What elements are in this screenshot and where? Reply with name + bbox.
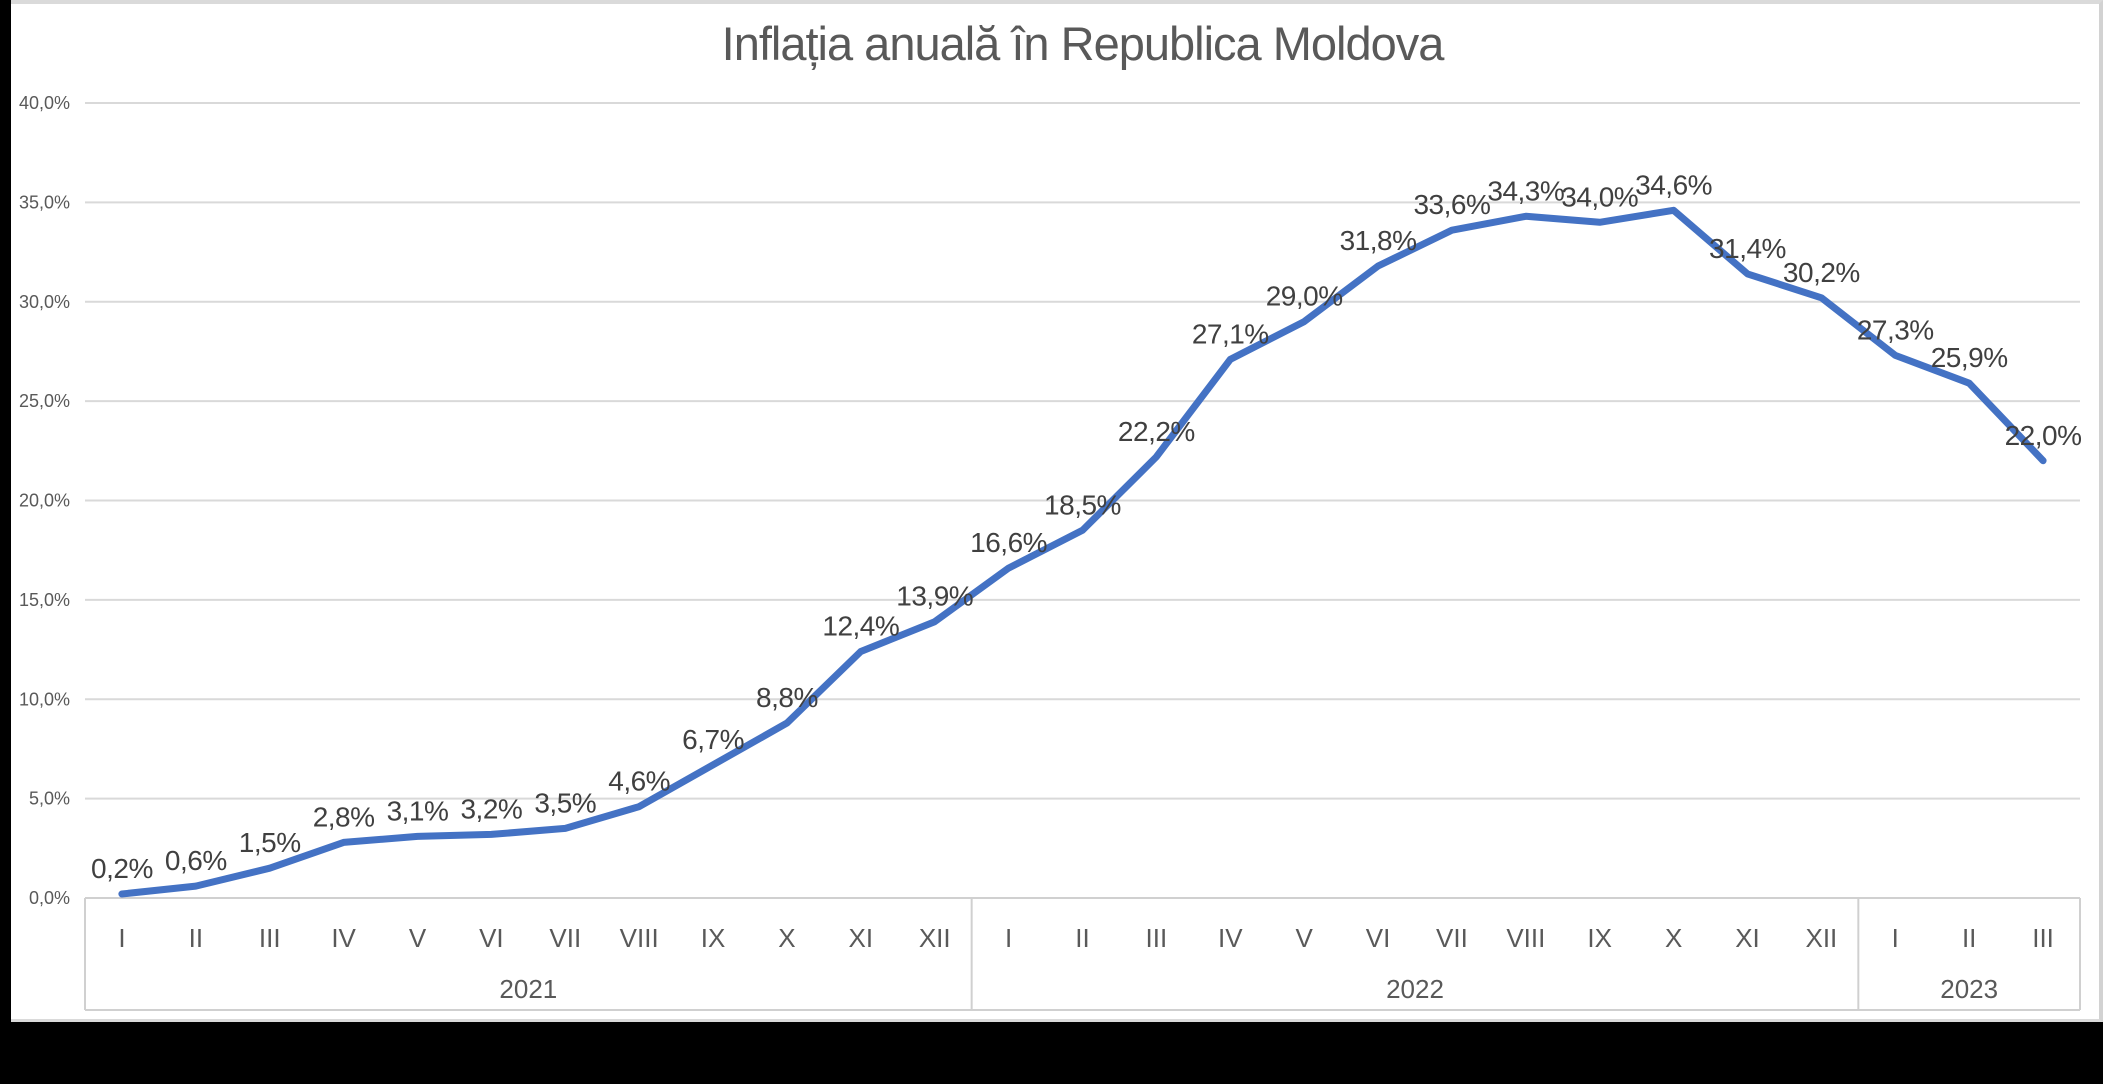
month-tick-label: VIII	[1506, 923, 1545, 953]
data-label: 22,2%	[1118, 416, 1195, 447]
data-label: 0,2%	[91, 853, 153, 884]
month-tick-label: IX	[701, 923, 726, 953]
chart-title: Inflația anuală în Republica Moldova	[721, 17, 1445, 70]
month-tick-label: VI	[1366, 923, 1391, 953]
data-label: 0,6%	[165, 845, 227, 876]
y-tick-label: 30,0%	[19, 292, 70, 312]
month-tick-label: XII	[919, 923, 951, 953]
month-tick-label: III	[2032, 923, 2054, 953]
data-label: 34,6%	[1635, 169, 1712, 200]
month-tick-label: I	[1892, 923, 1899, 953]
y-tick-label: 40,0%	[19, 93, 70, 113]
y-tick-label: 35,0%	[19, 192, 70, 212]
month-tick-label: VII	[549, 923, 581, 953]
data-label: 31,4%	[1709, 233, 1786, 264]
data-label: 12,4%	[822, 611, 899, 642]
chart-sheet	[11, 0, 2103, 1022]
data-label: 1,5%	[239, 827, 301, 858]
month-tick-label: III	[1146, 923, 1168, 953]
y-tick-label: 20,0%	[19, 491, 70, 511]
month-tick-label: I	[1005, 923, 1012, 953]
y-tick-label: 25,0%	[19, 391, 70, 411]
data-label: 22,0%	[2005, 420, 2082, 451]
y-tick-label: 5,0%	[29, 789, 70, 809]
data-label: 3,2%	[460, 793, 522, 824]
data-label: 3,1%	[387, 795, 449, 826]
data-label: 34,0%	[1561, 181, 1638, 212]
data-label: 34,3%	[1487, 175, 1564, 206]
data-label: 18,5%	[1044, 489, 1121, 520]
data-label: 8,8%	[756, 682, 818, 713]
data-label: 30,2%	[1783, 257, 1860, 288]
month-tick-label: II	[1962, 923, 1976, 953]
year-label: 2023	[1940, 974, 1998, 1004]
month-tick-label: IV	[1218, 923, 1243, 953]
month-tick-label: XI	[849, 923, 874, 953]
month-tick-label: XII	[1805, 923, 1837, 953]
data-label: 16,6%	[970, 527, 1047, 558]
month-tick-label: IX	[1587, 923, 1612, 953]
month-tick-label: XI	[1735, 923, 1760, 953]
month-tick-label: I	[118, 923, 125, 953]
data-label: 3,5%	[534, 787, 596, 818]
month-tick-label: V	[1295, 923, 1313, 953]
month-tick-label: X	[778, 923, 795, 953]
month-tick-label: X	[1665, 923, 1682, 953]
month-tick-label: IV	[331, 923, 356, 953]
data-label: 27,3%	[1857, 314, 1934, 345]
year-label: 2021	[499, 974, 557, 1004]
data-label: 6,7%	[682, 724, 744, 755]
data-label: 27,1%	[1192, 318, 1269, 349]
year-label: 2022	[1386, 974, 1444, 1004]
inflation-series-line	[118, 206, 2047, 898]
month-tick-label: VIII	[620, 923, 659, 953]
data-label: 4,6%	[608, 766, 670, 797]
data-label: 31,8%	[1340, 225, 1417, 256]
data-label: 13,9%	[896, 581, 973, 612]
month-tick-label: VII	[1436, 923, 1468, 953]
y-tick-label: 15,0%	[19, 590, 70, 610]
data-label: 25,9%	[1931, 342, 2008, 373]
data-label: 33,6%	[1413, 189, 1490, 220]
month-tick-label: II	[189, 923, 203, 953]
y-tick-label: 10,0%	[19, 689, 70, 709]
month-tick-label: III	[259, 923, 281, 953]
month-tick-label: V	[409, 923, 427, 953]
data-label: 29,0%	[1266, 281, 1343, 312]
data-label: 2,8%	[313, 801, 375, 832]
month-tick-label: VI	[479, 923, 504, 953]
y-tick-label: 0,0%	[29, 888, 70, 908]
month-tick-label: II	[1075, 923, 1089, 953]
